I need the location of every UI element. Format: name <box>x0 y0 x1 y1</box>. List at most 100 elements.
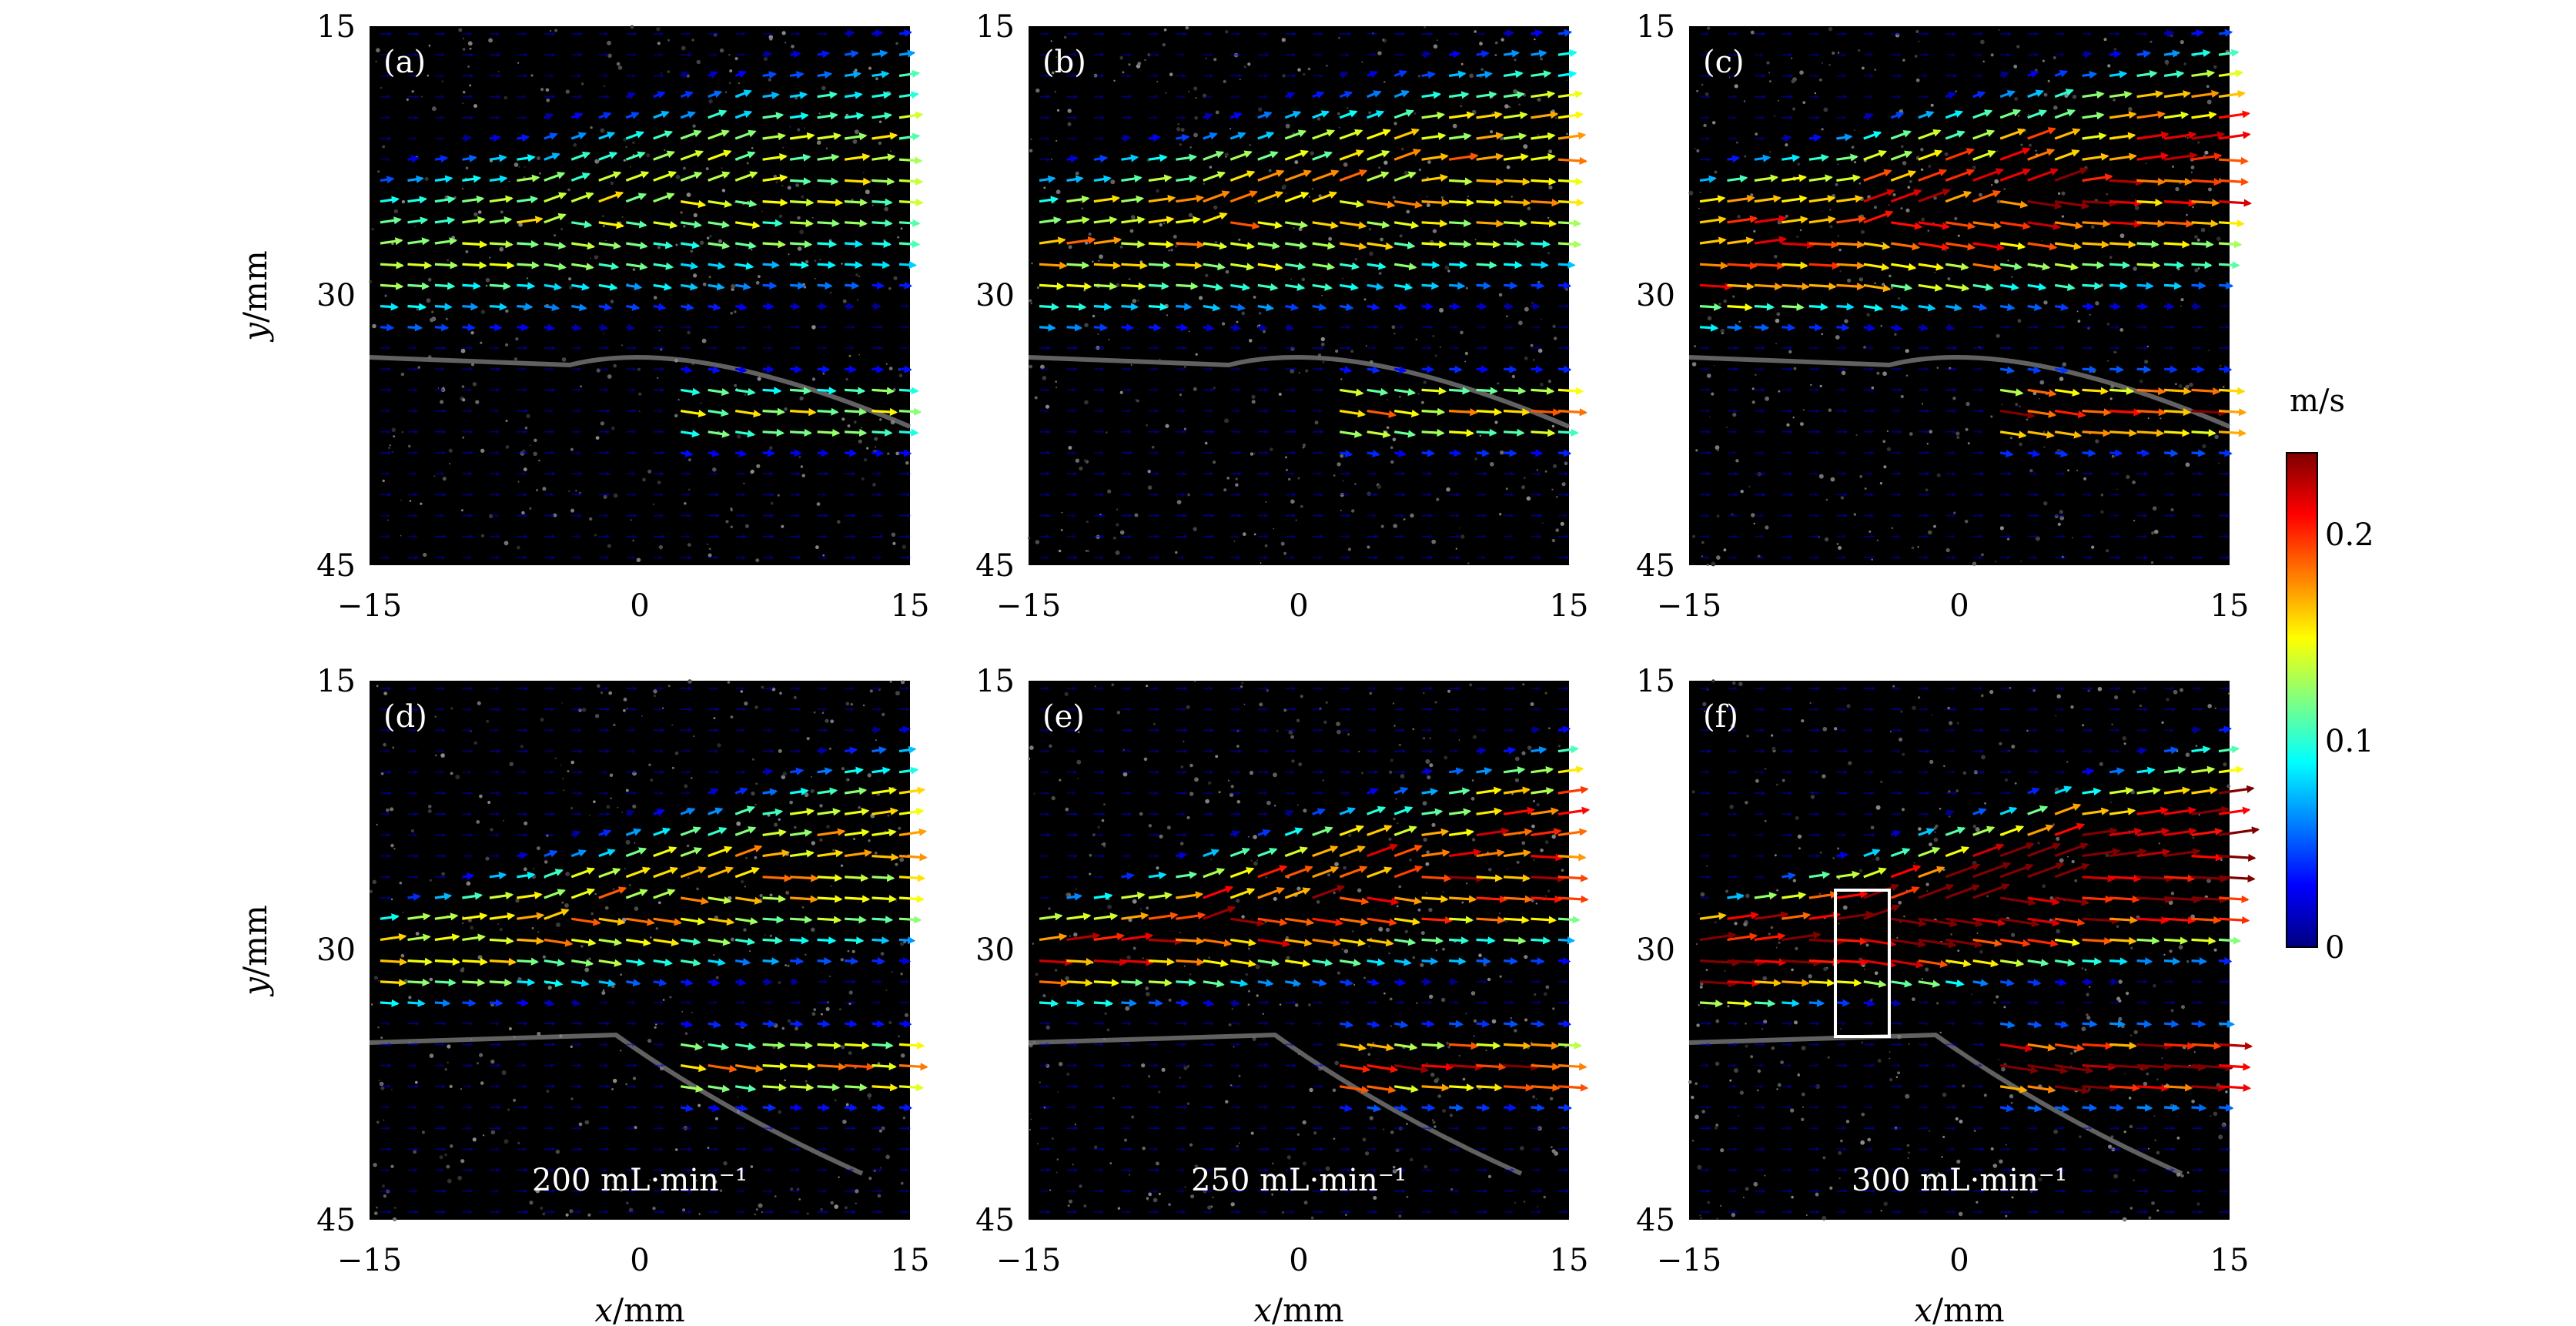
velocity-vector <box>1393 69 1408 78</box>
velocity-vector <box>380 979 407 987</box>
velocity-vector <box>790 956 805 966</box>
speckle-dot <box>490 828 493 832</box>
velocity-vector <box>762 365 775 373</box>
speckle-dot <box>1170 248 1173 252</box>
velocity-vector <box>845 387 866 395</box>
speckle-dot <box>822 373 825 375</box>
speckle-dot <box>1748 485 1751 487</box>
speckle-dot <box>1225 270 1229 274</box>
velocity-vector <box>871 153 896 162</box>
velocity-vector <box>708 283 725 291</box>
speckle-dot <box>477 955 483 960</box>
velocity-vector <box>653 241 674 249</box>
velocity-vector <box>1421 449 1436 457</box>
velocity-vector <box>1503 49 1521 58</box>
speckle-dot <box>1420 400 1424 404</box>
velocity-vector <box>1531 132 1556 141</box>
velocity-vector <box>1066 957 1094 966</box>
velocity-vector <box>734 129 757 140</box>
speckle-dot <box>754 803 757 806</box>
speckle-dot <box>781 524 785 528</box>
speckle-dot <box>589 814 590 816</box>
velocity-vector <box>762 895 787 903</box>
velocity-vector <box>1393 263 1417 271</box>
speckle-dot <box>471 363 474 367</box>
speckle-dot <box>1488 266 1490 268</box>
speckle-dot <box>2103 38 2107 42</box>
speckle-dot <box>1165 424 1169 428</box>
speckle-dot <box>1229 128 1232 130</box>
velocity-vector <box>2082 449 2096 457</box>
speckle-dot <box>1900 145 1904 149</box>
velocity-vector <box>1257 263 1283 271</box>
velocity-vector <box>380 323 395 332</box>
velocity-vector <box>1176 216 1201 224</box>
speckle-dot <box>1473 1019 1477 1023</box>
velocity-vector <box>1421 768 1434 776</box>
panel-e-ytick-45: 45 <box>975 1203 1015 1238</box>
speckle-dot <box>393 435 395 437</box>
velocity-vector <box>680 365 693 374</box>
velocity-vector <box>2082 219 2111 228</box>
speckle-dot <box>593 800 596 803</box>
speckle-dot <box>1392 437 1397 442</box>
velocity-vector <box>817 1020 831 1028</box>
velocity-vector <box>817 747 828 755</box>
velocity-vector <box>2218 156 2249 166</box>
velocity-vector <box>817 91 838 99</box>
speckle-dot <box>480 1081 484 1085</box>
speckle-dot <box>900 1181 904 1185</box>
speckle-dot <box>391 427 396 433</box>
speckle-dot <box>1944 249 1947 252</box>
panel-a-ytick-30: 30 <box>316 278 356 313</box>
speckle-dot <box>485 277 490 283</box>
speckle-dot <box>825 718 829 723</box>
velocity-vector <box>1121 261 1149 270</box>
speckle-dot <box>2186 137 2189 139</box>
velocity-vector <box>844 152 871 162</box>
speckle-dot <box>383 691 388 695</box>
speckle-dot <box>1998 29 2000 31</box>
velocity-vector <box>898 1103 913 1112</box>
velocity-vector <box>790 1062 816 1071</box>
speckle-dot <box>1056 109 1060 112</box>
velocity-vector <box>598 221 625 229</box>
speckle-dot <box>1166 825 1171 830</box>
velocity-vector <box>1257 111 1273 119</box>
speckle-dot <box>2204 150 2209 155</box>
velocity-vector <box>570 151 591 161</box>
speckle-dot <box>378 979 380 982</box>
velocity-vector <box>762 957 780 966</box>
speckle-dot <box>1701 555 1703 558</box>
speckle-dot <box>1248 835 1250 838</box>
speckle-dot <box>2175 186 2180 192</box>
velocity-vector <box>1339 450 1353 458</box>
speckle-dot <box>480 534 485 537</box>
speckle-dot <box>1122 748 1125 751</box>
velocity-vector <box>380 303 400 311</box>
velocity-vector <box>1557 956 1571 966</box>
speckle-dot <box>1694 1114 1699 1120</box>
speckle-dot <box>1109 1162 1112 1164</box>
velocity-vector <box>1504 1020 1518 1028</box>
speckle-dot <box>637 367 641 371</box>
speckle-dot <box>1696 1023 1700 1027</box>
speckle-dot <box>1701 541 1705 544</box>
speckle-dot <box>1458 739 1460 741</box>
speckle-dot <box>584 1120 590 1125</box>
speckle-dot <box>856 299 859 302</box>
speckle-dot <box>712 954 715 956</box>
velocity-vector <box>762 152 788 162</box>
velocity-vector <box>680 978 694 986</box>
velocity-vector <box>1093 303 1112 311</box>
speckle-dot <box>462 398 466 402</box>
speckle-dot <box>1861 1113 1865 1117</box>
speckle-dot <box>1716 448 1719 452</box>
velocity-vector <box>1176 153 1198 162</box>
speckle-dot <box>2037 842 2040 845</box>
speckle-dot <box>421 1130 425 1134</box>
velocity-vector <box>1039 196 1059 204</box>
speckle-dot <box>1737 214 1741 219</box>
speckle-dot <box>1193 86 1198 91</box>
velocity-vector <box>2163 29 2175 38</box>
